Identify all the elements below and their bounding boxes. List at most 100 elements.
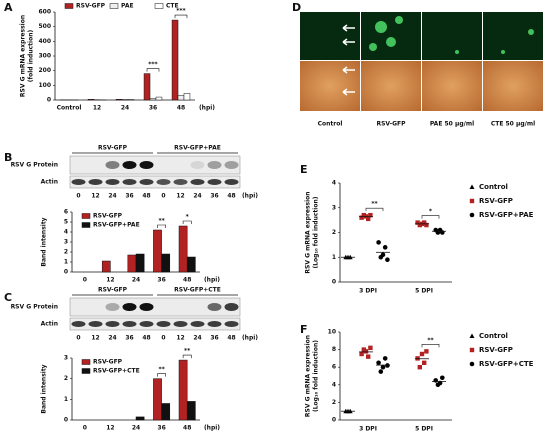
x-tick-label: 12	[93, 105, 101, 112]
data-point	[366, 354, 371, 359]
legend-swatch	[81, 213, 91, 219]
data-point	[380, 364, 386, 370]
blot-group-label: RSV-GFP+PAE	[174, 145, 221, 152]
bar	[101, 260, 111, 273]
x-tick-label: 3 DPI	[359, 288, 377, 295]
y-tick-label: 4	[64, 229, 68, 236]
data-point	[359, 215, 364, 220]
legend-swatch	[81, 368, 91, 374]
blot-band	[224, 303, 239, 311]
legend-marker	[469, 361, 475, 367]
legend-label: RSV-GFP	[479, 197, 513, 205]
y-tick-label: 2	[332, 399, 336, 406]
fluorescence-image	[300, 12, 360, 60]
blot-lane-label: 24	[108, 193, 116, 200]
legend-label: Control	[479, 332, 508, 340]
blot-lane-label: 24	[193, 193, 201, 200]
blot-lane-label: 0	[76, 335, 80, 342]
significance-bracket	[174, 14, 188, 19]
blot-band	[139, 321, 154, 327]
significance-label: **	[184, 348, 191, 355]
data-point	[433, 378, 439, 383]
blot-row-label: RSV G Protein	[11, 304, 58, 311]
blot-band	[88, 179, 103, 185]
blot-band	[122, 321, 137, 327]
data-point	[422, 220, 427, 225]
blot-lane-label: 0	[76, 193, 80, 200]
significance-label: **	[371, 201, 378, 208]
blot-unit: (hpi)	[242, 193, 258, 200]
bar	[186, 256, 196, 273]
panel-letter: D	[292, 1, 301, 14]
x-tick-label: 48	[183, 425, 191, 432]
legend-marker	[469, 333, 475, 338]
panel-letter: B	[4, 151, 12, 164]
legend-label: RSV-GFP+CTE	[479, 360, 534, 368]
legend-marker	[469, 198, 475, 204]
blot-band	[139, 161, 154, 169]
blot-lane-label: 36	[125, 193, 133, 200]
brightfield-image	[361, 61, 421, 111]
significance-label: **	[158, 366, 165, 373]
blot-group-label: RSV-GFP	[98, 145, 128, 152]
x-tick-label: 12	[106, 277, 114, 284]
blot-lane-label: 0	[161, 335, 165, 342]
y-axis-label: (Log₁₀ fold induction)	[313, 196, 320, 268]
blot-band	[173, 179, 188, 185]
x-tick-label: 24	[121, 105, 129, 112]
blot-band	[173, 321, 188, 327]
legend-label: CTE	[166, 3, 179, 10]
y-tick-label: 3	[64, 355, 68, 362]
bar	[127, 254, 137, 273]
image-label: RSV-GFP	[376, 121, 406, 128]
y-tick-label: 0	[332, 279, 336, 286]
x-axis-label: (hpi)	[204, 277, 220, 284]
y-tick-label: 1	[64, 396, 68, 403]
fluorescence-image	[422, 12, 482, 60]
x-tick-label: 3 DPI	[359, 426, 377, 433]
x-tick-label: 0	[83, 277, 87, 284]
image-label: Control	[318, 121, 343, 128]
bar	[153, 378, 162, 421]
bar	[135, 416, 145, 421]
data-point	[376, 240, 381, 245]
significance-label: **	[427, 337, 434, 344]
significance-bracket	[182, 354, 192, 359]
y-tick-label: 3	[332, 204, 336, 211]
blot-row-label: Actin	[41, 321, 58, 328]
image-label: CTE 50 μg/ml	[491, 121, 535, 128]
data-point	[424, 222, 429, 228]
legend-label: RSV-GFP+PAE	[93, 222, 140, 229]
data-point	[378, 369, 384, 374]
blot-band	[139, 179, 154, 185]
bar	[87, 99, 95, 101]
y-tick-label: 600	[38, 9, 51, 16]
bar	[183, 93, 191, 101]
blot-band	[190, 179, 205, 185]
blot-lane-label: 24	[193, 335, 201, 342]
y-tick-label: 4	[332, 180, 336, 187]
legend-swatch	[81, 359, 91, 365]
data-point	[382, 356, 388, 361]
blot-band	[105, 303, 120, 311]
y-tick-label: 5	[64, 219, 68, 226]
gfp-signal	[528, 29, 534, 35]
gfp-signal	[501, 50, 505, 54]
y-axis-label: RSV G mRNA expression	[20, 15, 27, 97]
y-tick-label: 0	[64, 417, 68, 424]
data-point	[366, 216, 371, 222]
data-point	[417, 365, 422, 370]
data-point	[415, 220, 420, 225]
bar	[178, 359, 188, 421]
data-point	[424, 349, 429, 354]
significance-label: ***	[176, 8, 186, 15]
y-axis-label: (Log₁₀ fold induction)	[313, 340, 320, 412]
legend-swatch	[109, 3, 119, 9]
fluorescence-image	[361, 12, 421, 60]
y-tick-label: 2	[332, 229, 336, 236]
blot-band	[207, 161, 222, 169]
legend-label: RSV-GFP	[76, 3, 106, 10]
legend-label: RSV-GFP+CTE	[93, 368, 140, 375]
blot-band	[105, 321, 120, 327]
y-tick-label: 1	[64, 259, 68, 266]
